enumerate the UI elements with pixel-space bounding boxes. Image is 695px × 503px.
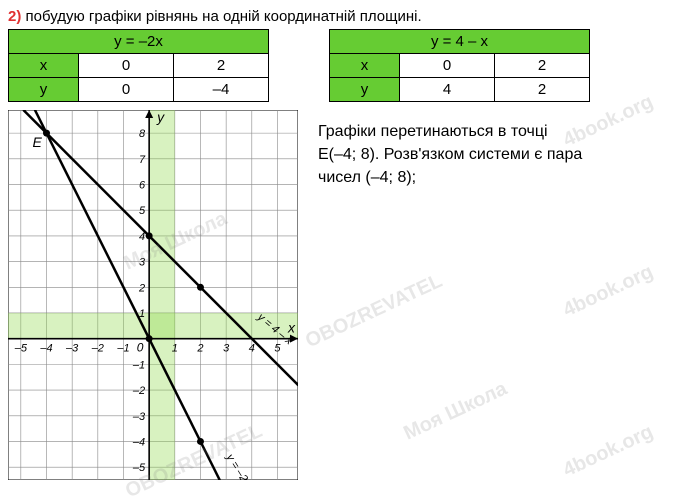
table1-y0: 0 — [79, 78, 174, 102]
svg-text:5: 5 — [139, 205, 146, 217]
svg-text:2: 2 — [196, 343, 203, 355]
table2-y-label: y — [330, 78, 400, 102]
svg-text:–5: –5 — [132, 462, 146, 474]
svg-text:E: E — [32, 134, 42, 150]
equation-table-1: y = –2x x 0 2 y 0 –4 — [8, 29, 269, 102]
solution-line3: чисел (–4; 8); — [318, 166, 582, 189]
table1-x1: 2 — [174, 54, 269, 78]
svg-text:–3: –3 — [65, 343, 79, 355]
table2-y1: 2 — [495, 78, 590, 102]
svg-text:3: 3 — [223, 343, 230, 355]
solution-line1: Графіки перетинаються в точці — [318, 120, 582, 143]
svg-text:8: 8 — [139, 128, 146, 140]
solution-text: Графіки перетинаються в точці Е(–4; 8). … — [318, 110, 582, 190]
svg-text:2: 2 — [138, 282, 145, 294]
svg-text:–3: –3 — [132, 411, 146, 423]
table2-x0: 0 — [400, 54, 495, 78]
table1-y-label: y — [9, 78, 79, 102]
svg-text:3: 3 — [139, 257, 146, 269]
svg-text:–2: –2 — [91, 343, 104, 355]
svg-text:7: 7 — [139, 154, 146, 166]
svg-text:–4: –4 — [132, 436, 145, 448]
coordinate-graph: –5–4–3–2–112345–5–4–3–2–1123456780xyEy =… — [8, 110, 298, 480]
table1-x-label: x — [9, 54, 79, 78]
task-line: 2) побудую графіки рівнянь на одній коор… — [8, 8, 687, 25]
svg-text:–1: –1 — [116, 343, 129, 355]
table2-x-label: x — [330, 54, 400, 78]
svg-text:y: y — [156, 110, 165, 125]
table2-y0: 4 — [400, 78, 495, 102]
svg-text:5: 5 — [274, 343, 281, 355]
svg-text:–4: –4 — [39, 343, 52, 355]
solution-line2: Е(–4; 8). Розв'язком системи є пара — [318, 143, 582, 166]
graph-container: –5–4–3–2–112345–5–4–3–2–1123456780xyEy =… — [8, 110, 298, 480]
table1-x0: 0 — [79, 54, 174, 78]
table1-equation: y = –2x — [9, 30, 269, 54]
svg-text:6: 6 — [139, 180, 146, 192]
content-row: –5–4–3–2–112345–5–4–3–2–1123456780xyEy =… — [8, 110, 687, 480]
svg-text:0: 0 — [137, 341, 144, 355]
task-text: побудую графіки рівнянь на одній координ… — [26, 8, 422, 25]
svg-text:–1: –1 — [132, 359, 145, 371]
tables-row: y = –2x x 0 2 y 0 –4 y = 4 – x x 0 2 y 4… — [8, 29, 687, 102]
table2-x1: 2 — [495, 54, 590, 78]
task-number: 2) — [8, 8, 21, 25]
svg-text:4: 4 — [249, 343, 255, 355]
svg-text:1: 1 — [172, 343, 178, 355]
equation-table-2: y = 4 – x x 0 2 y 4 2 — [329, 29, 590, 102]
svg-text:–5: –5 — [14, 343, 28, 355]
svg-text:–2: –2 — [132, 385, 145, 397]
table2-equation: y = 4 – x — [330, 30, 590, 54]
table1-y1: –4 — [174, 78, 269, 102]
